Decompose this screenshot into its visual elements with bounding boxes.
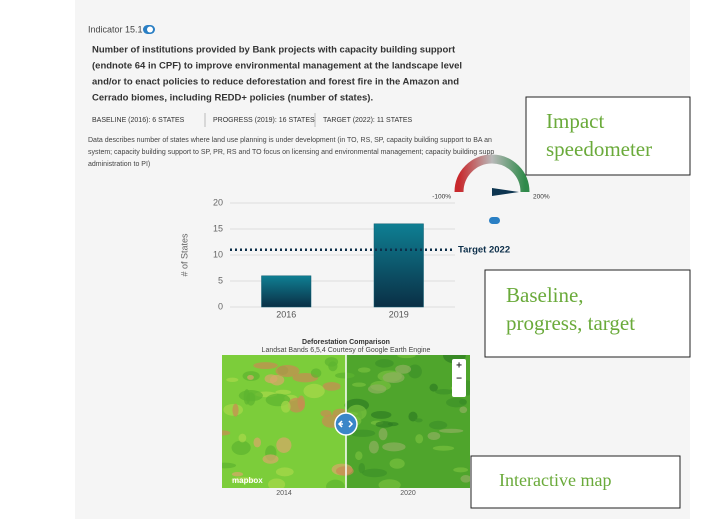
bar: [374, 224, 424, 307]
description-line: and/or to enact policies to reduce defor…: [92, 77, 459, 88]
map-texture: [415, 418, 423, 422]
map-texture: [459, 407, 467, 414]
annotation: Interactive map: [499, 470, 611, 490]
gauge-tick-label: -100%: [432, 194, 451, 201]
description-line: (endnote 64 in CPF) to improve environme…: [92, 61, 462, 72]
toggle[interactable]: [489, 217, 500, 224]
map-texture: [390, 459, 405, 469]
map-texture: [435, 389, 453, 395]
y-tick-label: 10: [213, 249, 223, 259]
note-line: Data describes number of states where la…: [88, 137, 492, 144]
map-texture: [265, 374, 278, 383]
target-label: Target 2022: [458, 244, 510, 255]
annotation-line: Baseline,: [506, 283, 584, 307]
map-texture: [375, 359, 394, 367]
map-texture: [288, 398, 305, 413]
page: Indicator 15.1 Number of institutions pr…: [0, 0, 707, 519]
map-texture: [226, 378, 238, 382]
bar: [262, 276, 312, 307]
map-texture: [276, 437, 291, 453]
map-texture: [371, 411, 391, 419]
map-texture: [428, 432, 441, 440]
zoom-in[interactable]: +: [456, 361, 462, 372]
map-texture: [433, 446, 454, 451]
map-texture: [276, 467, 294, 476]
map-texture: [263, 454, 279, 463]
map-texture: [281, 401, 291, 413]
y-tick-label: 0: [218, 301, 223, 311]
description-line: Cerrado biomes, including REDD+ policies…: [92, 93, 373, 104]
map-logo: mapbox: [232, 476, 263, 485]
toggle-knob: [147, 27, 153, 33]
map-title: Deforestation Comparison: [302, 339, 390, 346]
map-texture: [453, 467, 468, 472]
map-texture: [247, 375, 254, 380]
indicator: Indicator 15.1: [88, 24, 143, 34]
map-texture: [446, 398, 467, 408]
map-texture: [358, 367, 371, 372]
map-texture: [336, 466, 354, 476]
stat: TARGET (2022): 11 STATES: [323, 117, 413, 124]
note-line: administration to PI): [88, 161, 150, 168]
map-texture: [362, 469, 387, 478]
map-texture: [368, 384, 386, 393]
note-line: system; capacity building support to SP,…: [88, 149, 494, 156]
gauge-tick-label: 200%: [533, 194, 550, 201]
x-tick-label: 2019: [389, 309, 409, 319]
annotation-line: progress, target: [506, 311, 635, 335]
map-texture: [415, 434, 423, 443]
annotation-line: Impact: [546, 109, 604, 133]
annotation-line: speedometer: [546, 137, 652, 161]
map-texture: [232, 404, 238, 417]
map-texture: [408, 365, 422, 379]
map-texture: [395, 365, 411, 374]
map-texture: [379, 428, 388, 440]
zoom-out[interactable]: −: [456, 374, 462, 385]
stat: BASELINE (2016): 6 STATES: [92, 117, 185, 124]
map-texture: [429, 384, 437, 392]
map-left-label: 2014: [276, 490, 292, 497]
map-texture: [382, 442, 405, 451]
map-texture: [275, 365, 299, 377]
description-line: Number of institutions provided by Bank …: [92, 45, 456, 56]
map-texture: [383, 372, 405, 383]
y-axis-label: # of States: [179, 233, 189, 277]
y-tick-label: 20: [213, 197, 223, 207]
map-right-label: 2020: [400, 490, 416, 497]
map-texture: [335, 372, 355, 378]
map-texture: [429, 421, 447, 430]
map-texture: [460, 475, 471, 483]
map-texture: [369, 441, 379, 454]
map-texture: [355, 451, 362, 460]
stat: PROGRESS (2019): 16 STATES: [213, 117, 315, 124]
y-tick-label: 5: [218, 275, 223, 285]
map-texture: [311, 368, 321, 377]
map-texture: [388, 422, 399, 426]
map-texture: [439, 429, 463, 433]
map-texture: [328, 361, 337, 371]
map-texture: [352, 382, 366, 386]
map-texture: [254, 437, 262, 447]
y-tick-label: 15: [213, 223, 223, 233]
map-texture: [232, 441, 251, 455]
map-texture: [253, 362, 278, 369]
map-texture: [303, 384, 324, 398]
map-texture: [239, 434, 247, 443]
map-subtitle: Landsat Bands 6,5,4 Courtesy of Google E…: [262, 347, 431, 354]
map-texture: [239, 390, 263, 401]
x-tick-label: 2016: [276, 309, 296, 319]
map-texture: [323, 382, 341, 391]
